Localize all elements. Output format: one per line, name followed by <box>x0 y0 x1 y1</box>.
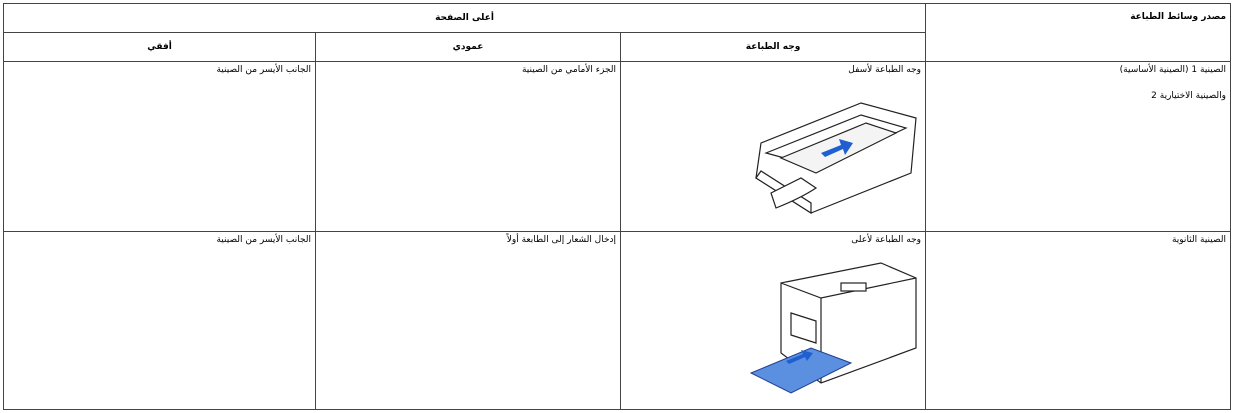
source-header: مصدر وسائط الطباعة <box>925 3 1232 62</box>
portrait-cell: الجزء الأمامي من الصينية <box>315 61 622 232</box>
landscape-cell: الجانب الأيسر من الصينية <box>2 231 317 410</box>
source-cell: الصينية 1 (الصينية الأساسية) والصينية ال… <box>925 61 1232 232</box>
source-cell: الصينية الثانوية <box>925 231 1232 410</box>
source-line: الصينية الثانوية <box>1171 235 1227 245</box>
portrait-cell: إدخال الشعار إلى الطابعة أولاً <box>315 231 622 410</box>
column-header: وجه الطباعة <box>620 32 927 62</box>
top-header: أعلى الصفحة <box>2 3 927 33</box>
row: الصينية 1 (الصينية الأساسية) والصينية ال… <box>2 61 1232 232</box>
source-line: والصينية الاختيارية 2 <box>1151 91 1227 101</box>
cell-text: وجه الطباعة لأعلى <box>851 235 922 245</box>
source-line: الصينية 1 (الصينية الأساسية) <box>1119 65 1227 75</box>
landscape-cell: الجانب الأيسر من الصينية <box>2 61 317 232</box>
print-side-cell: وجه الطباعة لأسفل <box>620 61 927 232</box>
printer-illustration <box>749 262 917 394</box>
cell-text: وجه الطباعة لأسفل <box>848 65 922 75</box>
media-table: مصدر وسائط الطباعة أعلى الصفحة وجه الطبا… <box>2 3 1232 410</box>
row: الصينية الثانوية وجه الطباعة لأعلى إدخال… <box>2 231 1232 410</box>
print-side-cell: وجه الطباعة لأعلى <box>620 231 927 410</box>
tray-illustration <box>755 102 917 215</box>
header-row: مصدر وسائط الطباعة أعلى الصفحة <box>2 3 1232 62</box>
column-header: عمودي <box>315 32 622 62</box>
column-header: أفقي <box>2 32 317 62</box>
